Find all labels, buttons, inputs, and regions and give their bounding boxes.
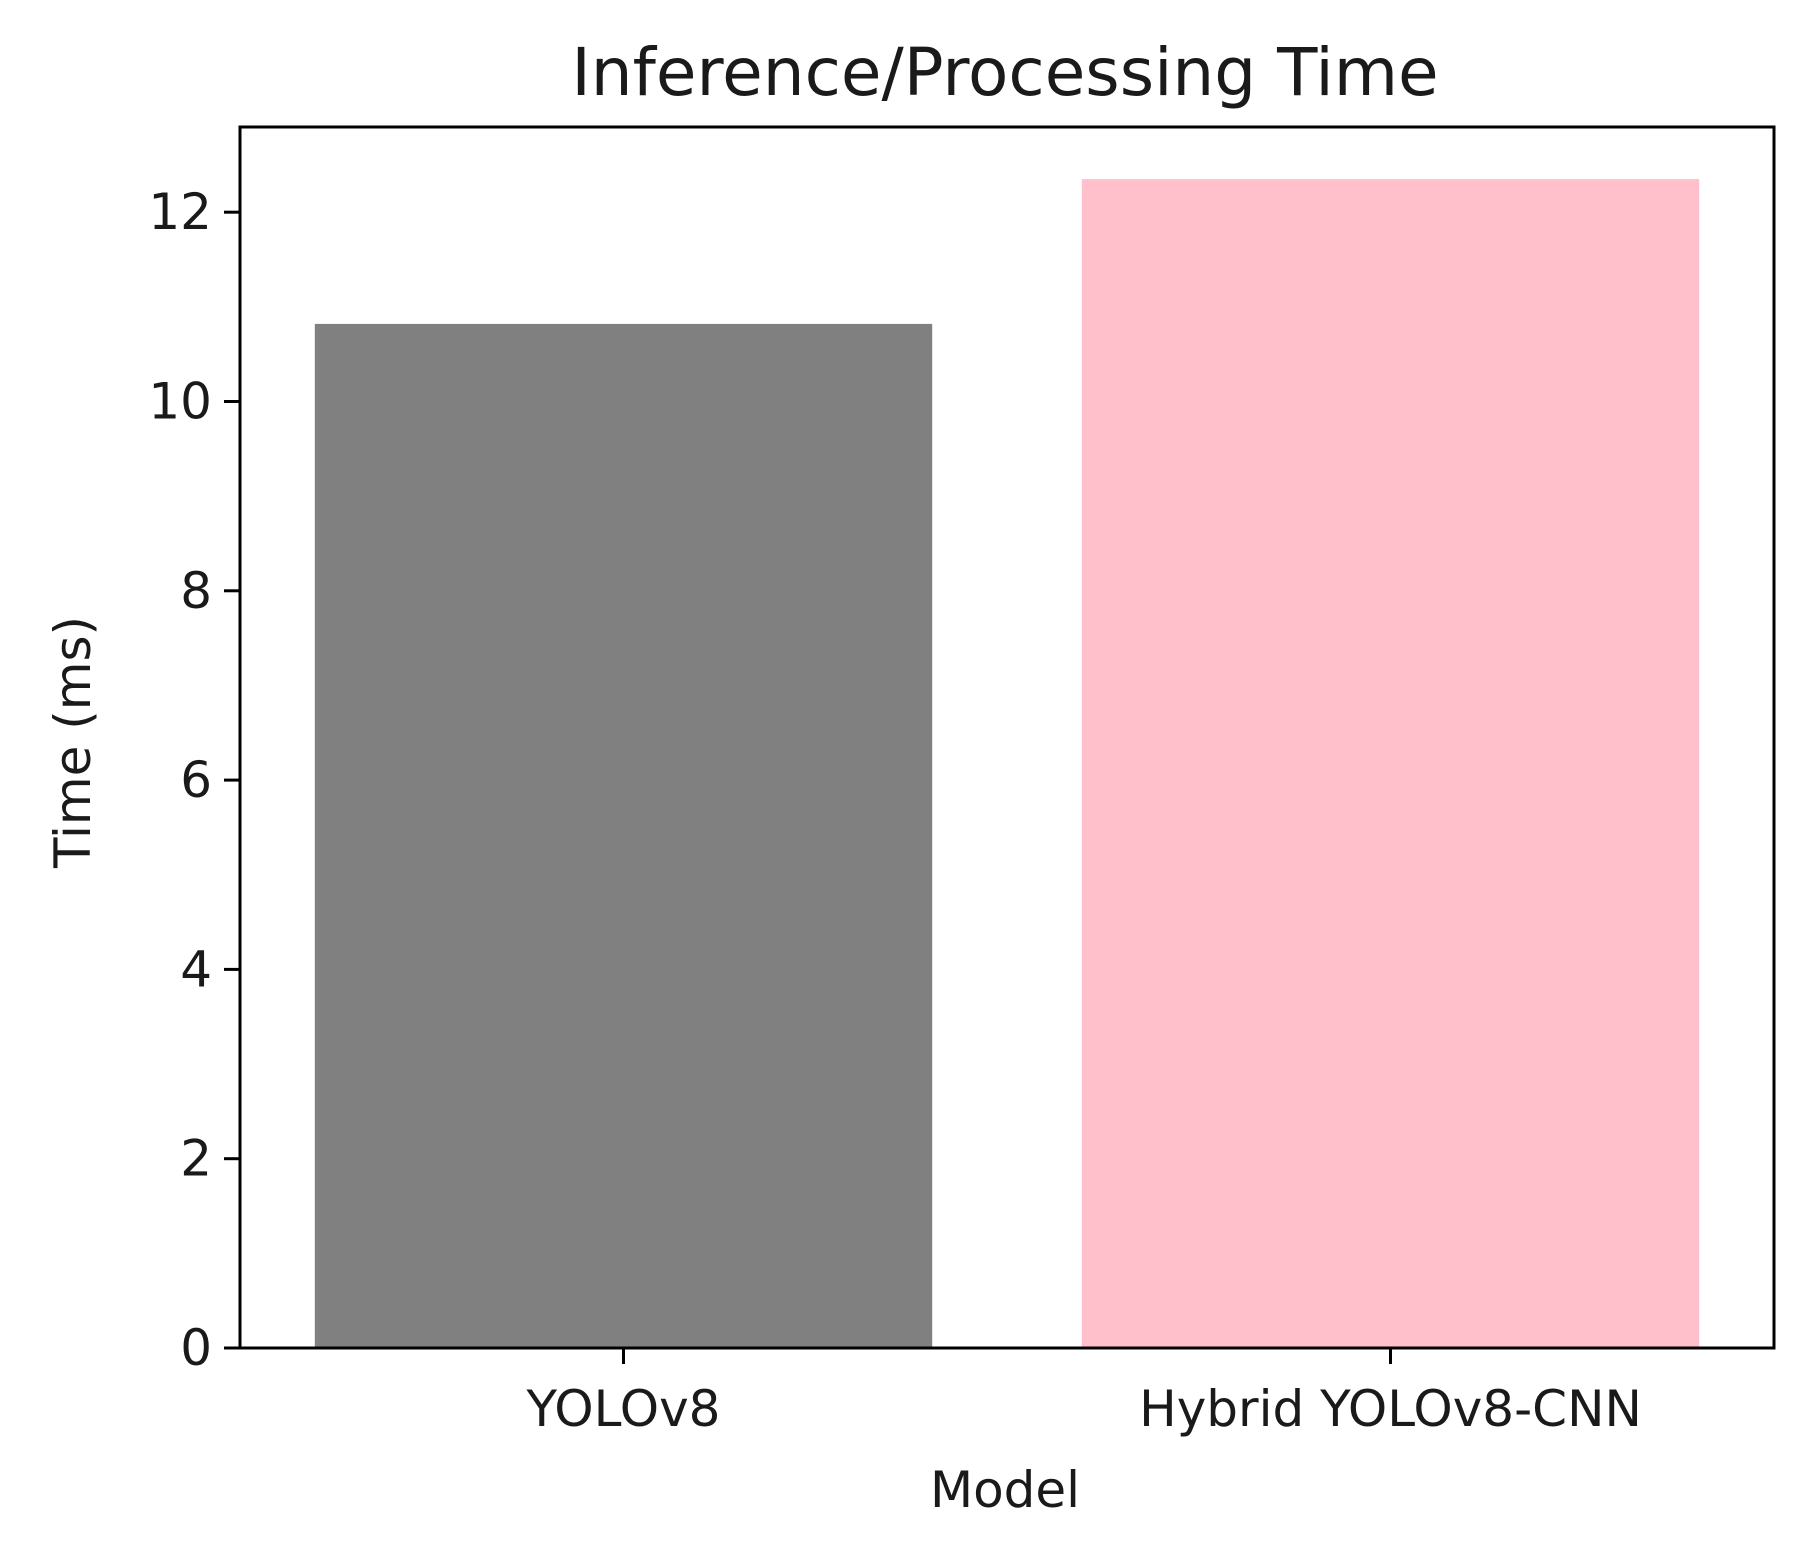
chart-title: Inference/Processing Time: [571, 34, 1438, 111]
x-tick-label-hybrid-yolov8-cnn: Hybrid YOLOv8-CNN: [1139, 1380, 1642, 1438]
y-tick-label-6: 6: [180, 751, 212, 809]
plot-area-frame: [238, 125, 1776, 1350]
x-axis-ticks: YOLOv8 Hybrid YOLOv8-CNN: [526, 1348, 1642, 1438]
y-tick-label-8: 8: [180, 562, 212, 620]
y-tick-label-12: 12: [148, 183, 212, 241]
x-axis-label: Model: [930, 1461, 1080, 1519]
y-tick-label-10: 10: [148, 372, 212, 430]
bars-group: [314, 179, 1700, 1349]
y-tick-label-0: 0: [180, 1319, 212, 1377]
y-tick-label-4: 4: [180, 940, 212, 998]
bar-hybrid-yolov8-cnn: [1081, 179, 1700, 1349]
x-tick-label-yolov8: YOLOv8: [526, 1380, 721, 1438]
y-axis-ticks: 0 2 4 6 8 10 12: [148, 183, 240, 1377]
y-tick-label-2: 2: [180, 1130, 212, 1188]
bar-yolov8: [314, 323, 933, 1348]
y-axis-label: Time (ms): [44, 616, 102, 869]
